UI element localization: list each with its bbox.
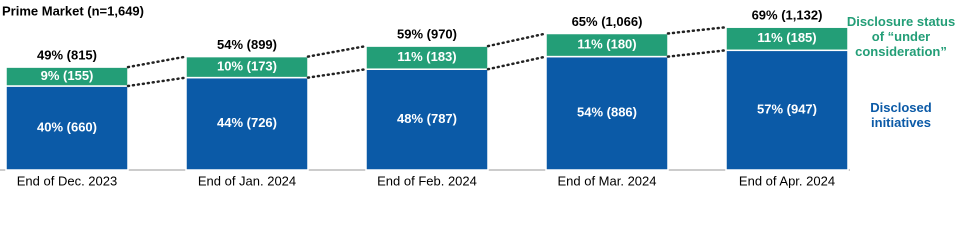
legend-entry: Disclosure status of “under consideratio… bbox=[846, 14, 956, 59]
connector-line bbox=[666, 49, 728, 58]
bar-value-label: 11% (183) bbox=[397, 49, 456, 64]
bar-segment bbox=[185, 76, 309, 171]
legend-entry: Disclosed initiatives bbox=[870, 100, 932, 130]
bar-value-label: 57% (947) bbox=[757, 102, 817, 117]
bar-value-label: 11% (180) bbox=[577, 36, 636, 51]
x-tick-label: End of Apr. 2024 bbox=[739, 173, 835, 188]
connector-line bbox=[666, 25, 728, 35]
bar-value-label: 11% (185) bbox=[757, 30, 816, 45]
bar-segment bbox=[725, 26, 849, 52]
total-label: 69% (1,132) bbox=[752, 8, 823, 23]
connector-line bbox=[306, 67, 368, 79]
bar-segment bbox=[545, 32, 669, 58]
x-tick-label: End of Dec. 2023 bbox=[17, 173, 117, 188]
connector-line bbox=[486, 55, 548, 71]
bar-value-label: 48% (787) bbox=[397, 111, 457, 126]
connector-line bbox=[306, 44, 368, 58]
connector-line bbox=[126, 55, 188, 69]
bar-segment bbox=[365, 45, 489, 70]
chart-title: Prime Market (n=1,649) bbox=[2, 3, 144, 18]
bar-segment bbox=[545, 55, 669, 171]
chart: Prime Market (n=1,649) 40% (660) 9% (155)… bbox=[0, 3, 956, 188]
bar-value-label: 9% (155) bbox=[41, 68, 94, 83]
total-label: 59% (970) bbox=[397, 27, 457, 42]
bar-value-label: 54% (886) bbox=[577, 105, 637, 120]
bar-segment bbox=[725, 49, 849, 171]
x-tick-label: End of Jan. 2024 bbox=[198, 173, 296, 188]
bar-value-label: 40% (660) bbox=[37, 119, 97, 134]
x-tick-label: End of Feb. 2024 bbox=[377, 173, 477, 188]
connector-line bbox=[126, 76, 188, 88]
bar-segment bbox=[185, 55, 309, 79]
total-label: 54% (899) bbox=[217, 37, 277, 52]
total-label: 65% (1,066) bbox=[572, 14, 643, 29]
total-label: 49% (815) bbox=[37, 48, 97, 63]
bar-value-label: 44% (726) bbox=[217, 115, 277, 130]
bar-segment bbox=[5, 66, 129, 87]
bar-value-label: 10% (173) bbox=[217, 59, 277, 74]
x-tick-label: End of Mar. 2024 bbox=[557, 173, 656, 188]
bar-segment bbox=[365, 68, 489, 171]
chart-svg: Prime Market (n=1,649) 40% (660) 9% (155)… bbox=[0, 3, 850, 188]
connector-line bbox=[486, 32, 548, 48]
bar-segment bbox=[5, 85, 129, 171]
